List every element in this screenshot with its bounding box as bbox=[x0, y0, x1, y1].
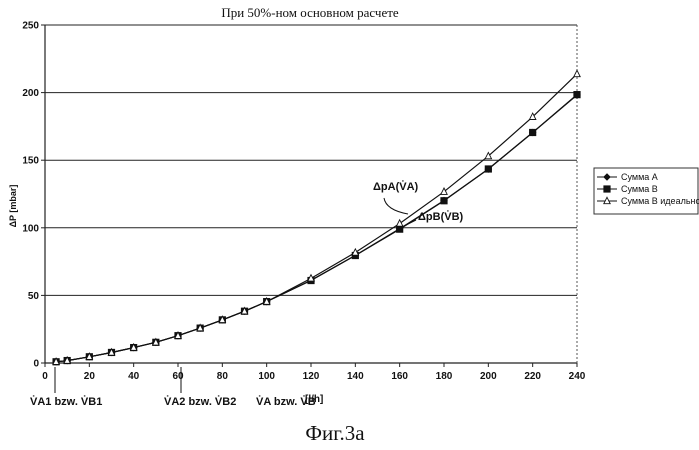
series-line bbox=[56, 95, 577, 362]
annotation-dpa-pointer bbox=[384, 198, 408, 214]
x-tick-label: 240 bbox=[569, 371, 586, 382]
x-tick-label: 140 bbox=[347, 371, 364, 382]
axes bbox=[41, 25, 577, 367]
annotation-va1-vb1: V̇A1 bzw. V̇B1 bbox=[30, 395, 102, 408]
annotation-va2-vb2: V̇A2 bzw. V̇B2 bbox=[164, 395, 236, 408]
y-tick-label: 150 bbox=[22, 156, 39, 167]
x-tick-label: 200 bbox=[480, 371, 497, 382]
legend-label: Сумма В идеально bbox=[621, 196, 699, 206]
x-tick-label: 120 bbox=[303, 371, 320, 382]
x-tick-label: 60 bbox=[172, 371, 184, 382]
x-tick-label: 0 bbox=[42, 371, 48, 382]
x-tick-label: 180 bbox=[436, 371, 453, 382]
x-tick-label: 20 bbox=[84, 371, 96, 382]
legend-marker bbox=[604, 186, 610, 192]
annotation-dpa: ΔpA(V̇A) bbox=[373, 180, 419, 193]
annotation-va-vb: V̇A bzw. V̇B bbox=[256, 395, 316, 408]
series bbox=[53, 70, 580, 365]
data-point bbox=[574, 91, 580, 97]
x-tick-label: 40 bbox=[128, 371, 140, 382]
annotation-dpb: ΔpB(V̇B) bbox=[418, 210, 464, 223]
data-point bbox=[441, 188, 447, 194]
annotation-dpb-pointer bbox=[404, 220, 416, 226]
data-point bbox=[485, 166, 491, 172]
y-tick-label: 200 bbox=[22, 88, 39, 99]
legend-label: Сумма A bbox=[621, 172, 658, 182]
series-3 bbox=[53, 70, 580, 364]
y-axis-label: ΔP [mbar] bbox=[8, 185, 18, 228]
x-tick-label: 220 bbox=[524, 371, 541, 382]
data-point bbox=[396, 220, 402, 226]
series-1 bbox=[53, 92, 580, 365]
legend-label: Сумма B bbox=[621, 184, 658, 194]
tick-labels: 0 50 100 150 200 250 0 20 40 60 80 100 120 140 160 180 2… bbox=[22, 21, 585, 383]
data-point bbox=[574, 70, 580, 76]
x-tick-label: 80 bbox=[217, 371, 229, 382]
y-tick-label: 250 bbox=[22, 21, 39, 32]
chart-title: При 50%-ном основном расчете bbox=[221, 5, 399, 20]
data-point bbox=[529, 129, 535, 135]
data-point bbox=[396, 226, 402, 232]
y-tick-label: 100 bbox=[22, 223, 39, 234]
y-tick-label: 50 bbox=[28, 291, 40, 302]
legend-item-2: Сумма B bbox=[597, 184, 658, 194]
figure-caption: Фиг.3а bbox=[305, 421, 365, 445]
x-tick-label: 160 bbox=[391, 371, 408, 382]
data-point bbox=[441, 198, 447, 204]
y-tick-label: 0 bbox=[33, 359, 39, 370]
legend: Сумма A Сумма B Сумма В идеально bbox=[594, 168, 699, 214]
series-line bbox=[56, 74, 577, 362]
grid bbox=[45, 25, 577, 295]
x-tick-label: 100 bbox=[258, 371, 275, 382]
